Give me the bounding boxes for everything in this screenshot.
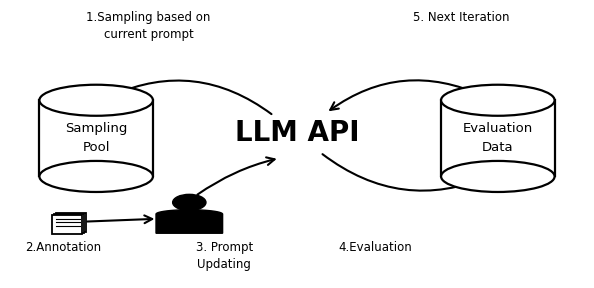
Ellipse shape (441, 85, 555, 116)
Bar (52, 215, 82, 234)
Text: 5. Next Iteration: 5. Next Iteration (413, 11, 510, 24)
Text: Sampling
Pool: Sampling Pool (65, 122, 127, 154)
Bar (56, 213, 86, 232)
Text: 1.Sampling based on
current prompt: 1.Sampling based on current prompt (86, 11, 211, 41)
Polygon shape (156, 210, 223, 233)
FancyBboxPatch shape (441, 100, 555, 177)
Text: 3. Prompt
Updating: 3. Prompt Updating (195, 241, 253, 271)
FancyBboxPatch shape (39, 100, 153, 177)
Text: LLM API: LLM API (235, 119, 359, 147)
Bar (54, 214, 84, 233)
Ellipse shape (441, 161, 555, 192)
Text: Evaluation
Data: Evaluation Data (463, 122, 533, 154)
Ellipse shape (39, 85, 153, 116)
Text: 4.Evaluation: 4.Evaluation (339, 241, 412, 254)
Text: 2.Annotation: 2.Annotation (25, 241, 101, 254)
Circle shape (173, 194, 206, 211)
Ellipse shape (39, 161, 153, 192)
